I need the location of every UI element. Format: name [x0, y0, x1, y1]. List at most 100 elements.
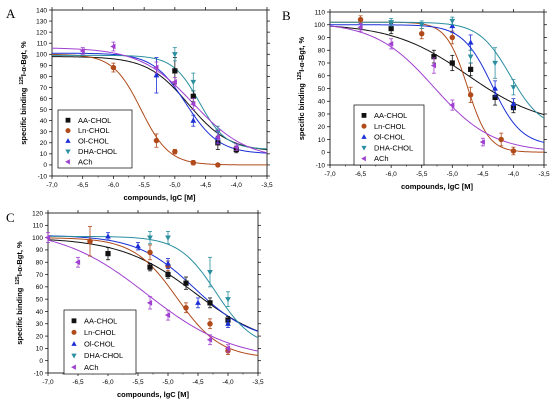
data-point-dha-chol	[225, 291, 231, 307]
fit-curve-dha-chol	[52, 54, 267, 150]
x-tick-label: -5,5	[132, 379, 144, 386]
legend-marker-circle	[361, 123, 367, 129]
y-tick-label: 40	[40, 118, 48, 125]
marker-square	[105, 251, 111, 257]
data-point-ach	[214, 130, 220, 145]
data-point-ln-chol	[172, 148, 178, 155]
y-tick-label: 50	[40, 107, 48, 114]
y-axis-label-superscript: 125	[19, 76, 25, 85]
data-point-dha-chol	[190, 72, 197, 92]
data-point-ol-chol	[467, 34, 474, 51]
data-point-ln-chol	[467, 86, 474, 103]
x-tick-label: -3,5	[261, 182, 273, 189]
fit-curve-ol-chol	[330, 24, 544, 143]
data-point-ln-chol	[215, 162, 221, 168]
y-tick-label: 50	[36, 296, 44, 303]
y-tick-label: 110	[33, 223, 44, 230]
y-tick-label: 110	[315, 9, 326, 16]
fit-curve-ach	[52, 47, 267, 154]
marker-square	[165, 271, 171, 278]
legend-marker-circle	[71, 329, 77, 335]
y-tick-label: 40	[36, 309, 44, 316]
data-point-dha-chol	[492, 47, 498, 79]
marker-triangle-left	[430, 62, 437, 69]
data-point-ln-chol	[87, 226, 93, 257]
data-point-dha-chol	[171, 47, 178, 62]
legend-entry: Ol-CHOL	[84, 340, 115, 349]
x-tick-label: -4,0	[508, 171, 520, 178]
legend-marker-triangle-left	[65, 159, 70, 165]
legend-entry: ACh	[78, 157, 93, 166]
y-tick-label: 60	[36, 284, 44, 291]
y-tick-label: 80	[36, 260, 44, 267]
data-point-ach	[110, 41, 116, 52]
data-point-dha-chol	[388, 17, 395, 27]
data-point-aa-chol	[207, 297, 213, 309]
marker-triangle-up	[153, 72, 160, 78]
y-tick-label: 10	[36, 346, 44, 353]
marker-circle	[190, 159, 197, 166]
panel-letter: A	[6, 6, 16, 21]
marker-square	[190, 93, 196, 99]
legend-marker-triangle-up	[65, 138, 71, 143]
x-tick-label: -5,0	[162, 379, 174, 386]
data-point-ol-chol	[510, 98, 517, 110]
marker-triangle-up	[135, 243, 141, 249]
marker-triangle-left	[479, 139, 485, 145]
panel-letter: C	[6, 210, 15, 225]
fit-curve-ach	[330, 25, 544, 150]
data-point-ach	[449, 99, 455, 111]
x-tick-label: -3,5	[252, 379, 264, 386]
fit-curve-ln-chol	[48, 237, 258, 356]
data-point-aa-chol	[165, 270, 171, 279]
legend-marker-triangle-up	[361, 134, 367, 139]
legend-marker-square	[71, 318, 77, 324]
legend-entry: Ln-CHOL	[78, 126, 110, 135]
marker-triangle-left	[233, 144, 239, 151]
marker-triangle-left	[79, 48, 85, 54]
y-axis-label-prefix: specific binding	[297, 83, 306, 141]
marker-circle	[418, 30, 425, 37]
marker-triangle-left	[171, 79, 177, 85]
y-tick-label: -10	[38, 173, 48, 180]
y-axis-label: specific binding 125I-α-Bgt, %	[297, 36, 306, 140]
marker-circle	[357, 16, 364, 23]
y-tick-label: 120	[36, 29, 47, 36]
y-tick-label: 70	[36, 272, 44, 279]
data-point-ln-chol	[147, 244, 153, 261]
legend-entry: AA-CHOL	[78, 116, 111, 125]
data-point-ach	[74, 256, 81, 268]
data-point-aa-chol	[449, 54, 455, 72]
marker-triangle-up	[449, 22, 456, 29]
y-axis-label-prefix: specific binding	[19, 87, 28, 145]
x-tick-label: -4,0	[222, 379, 234, 386]
data-point-ach	[224, 344, 231, 353]
y-tick-label: 100	[36, 52, 47, 59]
data-point-ach	[171, 77, 177, 87]
data-point-ln-chol	[498, 132, 504, 147]
legend-marker-square	[361, 113, 367, 118]
x-axis-label: compounds, lgC [M]	[117, 390, 190, 399]
y-axis-label-superscript: 125	[15, 276, 21, 285]
x-tick-label: -6,0	[108, 182, 120, 189]
data-point-ach	[479, 137, 485, 147]
y-tick-label: 10	[318, 137, 326, 144]
chart-panel-b: B -7,0 -6,5 -6,0 -5,5 -5,0 -4,5 -4,0 -3,5 -10 0 10 2…	[282, 8, 550, 191]
x-tick-label: -3,5	[538, 171, 550, 178]
y-tick-label: 60	[318, 73, 326, 80]
data-point-ach	[190, 98, 196, 110]
y-tick-label: 30	[318, 111, 326, 118]
data-point-ach	[206, 334, 213, 346]
marker-square	[468, 66, 474, 72]
x-tick-label: -6,0	[102, 379, 114, 386]
y-tick-label: 50	[318, 86, 326, 93]
fit-curve-aa-chol	[330, 25, 544, 116]
y-tick-label: 40	[318, 99, 326, 106]
chart-panel-a: A -7,0 -6,5 -6,0 -5,5 -5,0 -4,5 -4,0 -3,5 -10 0 10 2…	[6, 6, 273, 202]
x-tick-label: -5,0	[447, 171, 459, 178]
legend-marker-triangle-down	[361, 145, 367, 151]
